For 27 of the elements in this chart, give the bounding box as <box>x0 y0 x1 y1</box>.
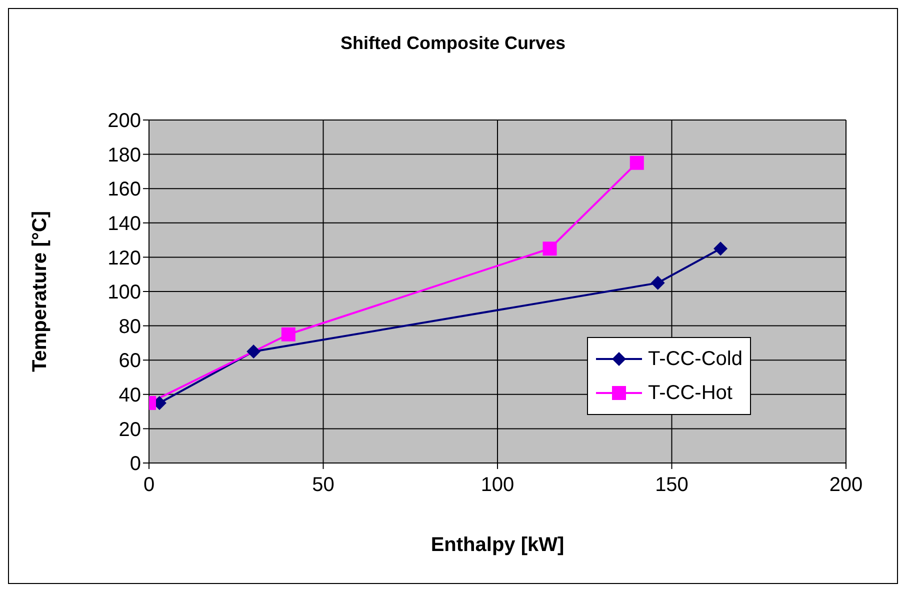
y-axis-title: Temperature [°C] <box>29 211 52 372</box>
point <box>246 344 261 359</box>
legend-label: T-CC-Hot <box>648 382 732 404</box>
point <box>630 156 644 170</box>
y-tick-label: 20 <box>118 418 141 441</box>
y-tick-label: 0 <box>130 453 141 476</box>
x-tick-label: 100 <box>480 474 514 496</box>
y-tick-label: 180 <box>108 144 141 166</box>
x-axis-title: Enthalpy [kW] <box>430 534 564 556</box>
x-tick-label: 0 <box>143 474 155 496</box>
y-tick-label: 200 <box>108 110 141 132</box>
x-tick-label: 200 <box>829 474 863 496</box>
point <box>281 327 296 342</box>
y-tick-label: 40 <box>118 384 141 406</box>
y-tick-label: 160 <box>108 178 141 201</box>
point <box>650 276 665 290</box>
point <box>714 242 728 256</box>
y-tick-label: 80 <box>118 316 141 338</box>
x-tick-label: 50 <box>312 474 334 496</box>
y-tick-label: 60 <box>118 350 141 372</box>
legend-label: T-CC-Cold <box>648 348 742 370</box>
y-tick-label: 100 <box>108 282 141 304</box>
x-tick-label: 150 <box>655 474 688 496</box>
y-tick-label: 140 <box>108 213 141 235</box>
point <box>542 242 557 256</box>
y-tick-label: 120 <box>108 247 141 270</box>
chart-title: Shifted Composite Curves <box>339 33 567 54</box>
